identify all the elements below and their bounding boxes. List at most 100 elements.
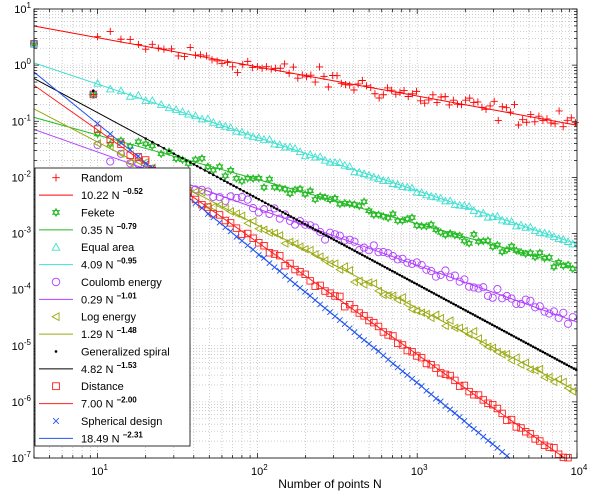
data-point [422,265,431,274]
data-point [51,242,61,251]
data-point [276,64,284,72]
legend-fit-label: 7.00 N −2.00 [81,396,137,411]
data-point [412,306,421,316]
data-point [203,187,212,196]
data-point [444,298,448,302]
data-point [507,217,516,225]
data-point [433,98,441,107]
data-point [216,219,223,226]
data-point [272,206,276,209]
data-point [461,417,468,424]
data-point [492,347,501,357]
data-point [376,261,379,265]
data-point [488,293,497,302]
data-point [503,416,511,424]
data-point [389,332,397,340]
data-point [470,99,478,107]
data-point [239,61,247,69]
data-point [478,316,482,320]
data-point [534,346,537,350]
data-point [442,297,446,300]
data-point [398,216,407,226]
data-point [330,259,339,268]
data-point [297,284,304,291]
data-point [133,156,142,166]
data-point [199,166,202,170]
data-point [295,242,304,252]
data-point [356,333,363,340]
data-point [563,319,573,328]
data-point [134,153,143,161]
data-point [547,119,555,127]
data-point [281,210,285,214]
data-point [354,167,364,176]
data-point [412,187,422,196]
data-point [541,350,545,354]
legend-fit-label: 0.35 N −0.79 [81,222,137,237]
data-point [289,63,297,71]
data-point [409,375,416,382]
data-point [276,267,283,274]
data-point [502,104,510,112]
data-point [238,237,245,244]
data-point [331,292,339,300]
data-point [320,155,330,164]
data-point [185,159,188,162]
data-point [337,241,341,244]
data-point [402,182,412,191]
data-point [436,193,446,202]
data-point [260,182,268,192]
data-point [555,358,559,361]
data-point [350,305,359,313]
data-point [510,333,513,337]
data-point [370,318,378,327]
data-point [507,415,516,424]
data-point [559,308,568,317]
data-point [543,351,547,355]
data-point [126,141,135,151]
data-point [460,381,469,390]
data-point [384,331,392,339]
data-point [340,242,344,246]
data-point [51,207,61,218]
data-point [502,291,511,301]
data-point [106,157,115,166]
data-point [186,43,194,52]
data-point [400,275,404,278]
data-point [451,410,458,417]
data-point [502,216,512,225]
data-point [178,107,187,115]
data-point [258,64,266,72]
data-point [572,367,576,370]
data-point [526,222,535,231]
data-point [270,228,278,238]
data-point [568,239,578,248]
data-point [322,232,325,236]
data-point [423,387,430,394]
data-point [312,297,319,304]
data-point [426,191,436,200]
data-point [527,342,530,346]
data-point [259,225,268,235]
data-point [415,282,419,286]
data-point [560,360,564,364]
data-point [335,265,344,274]
data-point [437,369,445,377]
data-point [320,72,328,80]
data-point [535,302,544,311]
data-point [209,165,218,175]
data-point [151,140,154,144]
data-point [441,93,449,101]
data-point [238,187,242,191]
data-point [555,107,563,115]
data-point [316,227,325,236]
data-point [340,262,349,271]
data-point [311,226,315,230]
data-point [453,100,462,108]
data-point [456,414,463,421]
data-point [507,332,511,336]
data-point [196,51,205,59]
data-point [417,188,426,197]
data-point [222,224,229,231]
data-point [308,225,312,229]
